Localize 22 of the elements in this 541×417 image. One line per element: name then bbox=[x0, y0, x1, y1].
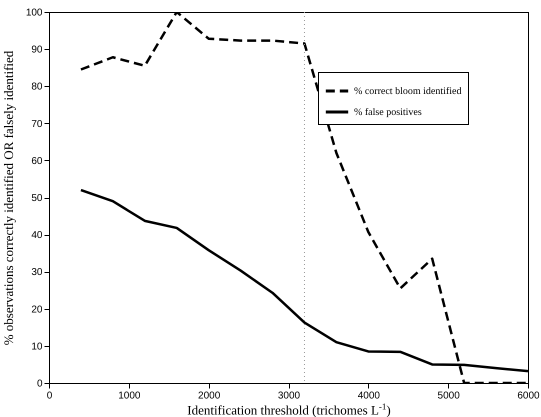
y-axis-title: % observations correctly identified OR falsely identified bbox=[0, 50, 16, 346]
x-tick-label: 4000 bbox=[358, 390, 380, 402]
x-axis-title: Identification threshold (trichomes L$^{-1}$) bbox=[187, 402, 391, 417]
x-tick-label: 0 bbox=[46, 390, 53, 402]
y-tick-label: 100 bbox=[26, 8, 43, 18]
y-tick-label: 30 bbox=[31, 267, 43, 278]
y-tick-label: 40 bbox=[31, 230, 43, 242]
y-tick-label: 90 bbox=[31, 44, 43, 56]
x-tick-label: 3000 bbox=[278, 390, 301, 402]
y-tick-label: 70 bbox=[31, 118, 43, 130]
y-tick-label: 50 bbox=[31, 193, 43, 204]
y-tick-label: 80 bbox=[31, 82, 43, 93]
y-tick-label: 0 bbox=[36, 378, 43, 390]
legend-label: % false positives bbox=[354, 107, 422, 118]
x-tick-label: 5000 bbox=[438, 390, 460, 402]
x-tick-label: 2000 bbox=[198, 390, 221, 402]
y-tick-label: 20 bbox=[31, 304, 43, 316]
x-tick-label: 1000 bbox=[118, 390, 141, 402]
x-tick-label: 6000 bbox=[517, 390, 540, 402]
y-tick-label: 60 bbox=[31, 156, 43, 167]
y-tick-label: 10 bbox=[31, 341, 43, 352]
legend-label: % correct bloom identified bbox=[354, 86, 462, 97]
